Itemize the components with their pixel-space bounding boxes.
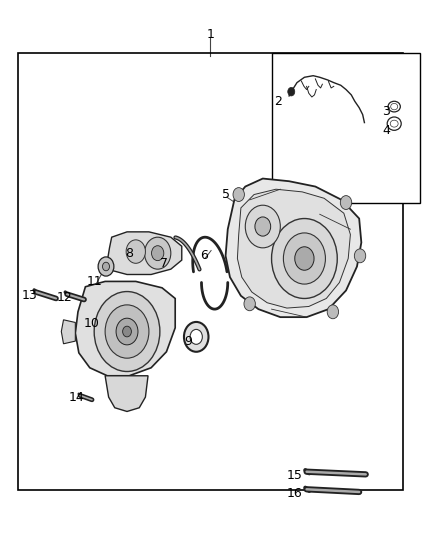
Text: 3: 3 (382, 106, 390, 118)
Text: 14: 14 (69, 391, 85, 403)
Circle shape (340, 196, 352, 209)
Text: 5: 5 (222, 188, 230, 201)
Text: 16: 16 (286, 487, 302, 499)
Text: 8: 8 (125, 247, 133, 260)
Circle shape (94, 292, 160, 372)
Text: 11: 11 (86, 275, 102, 288)
Circle shape (123, 326, 131, 337)
Circle shape (295, 247, 314, 270)
Circle shape (272, 219, 337, 298)
Circle shape (105, 305, 149, 358)
Circle shape (245, 205, 280, 248)
Circle shape (116, 318, 138, 345)
Circle shape (354, 249, 366, 263)
Circle shape (283, 233, 325, 284)
Polygon shape (226, 179, 361, 317)
Text: 10: 10 (84, 317, 100, 330)
Polygon shape (61, 320, 75, 344)
Polygon shape (75, 281, 175, 376)
Text: 1: 1 (206, 28, 214, 41)
Text: 4: 4 (382, 124, 390, 137)
Polygon shape (105, 376, 148, 411)
Bar (272, 53, 420, 203)
Circle shape (184, 322, 208, 352)
Text: 2: 2 (274, 95, 282, 108)
Text: 12: 12 (57, 291, 73, 304)
Text: 6: 6 (200, 249, 208, 262)
Text: 7: 7 (160, 257, 168, 270)
Bar (18, 53, 403, 490)
Text: 13: 13 (22, 289, 38, 302)
Circle shape (145, 237, 171, 269)
Circle shape (288, 87, 295, 96)
Circle shape (244, 297, 255, 311)
Polygon shape (237, 189, 350, 308)
Circle shape (327, 305, 339, 319)
Text: 9: 9 (184, 335, 192, 348)
Circle shape (102, 262, 110, 271)
Circle shape (255, 217, 271, 236)
Circle shape (233, 188, 244, 201)
Polygon shape (107, 232, 182, 274)
Circle shape (126, 240, 145, 263)
Text: 15: 15 (286, 469, 302, 482)
Circle shape (152, 246, 164, 261)
Circle shape (98, 257, 114, 276)
Circle shape (190, 329, 202, 344)
